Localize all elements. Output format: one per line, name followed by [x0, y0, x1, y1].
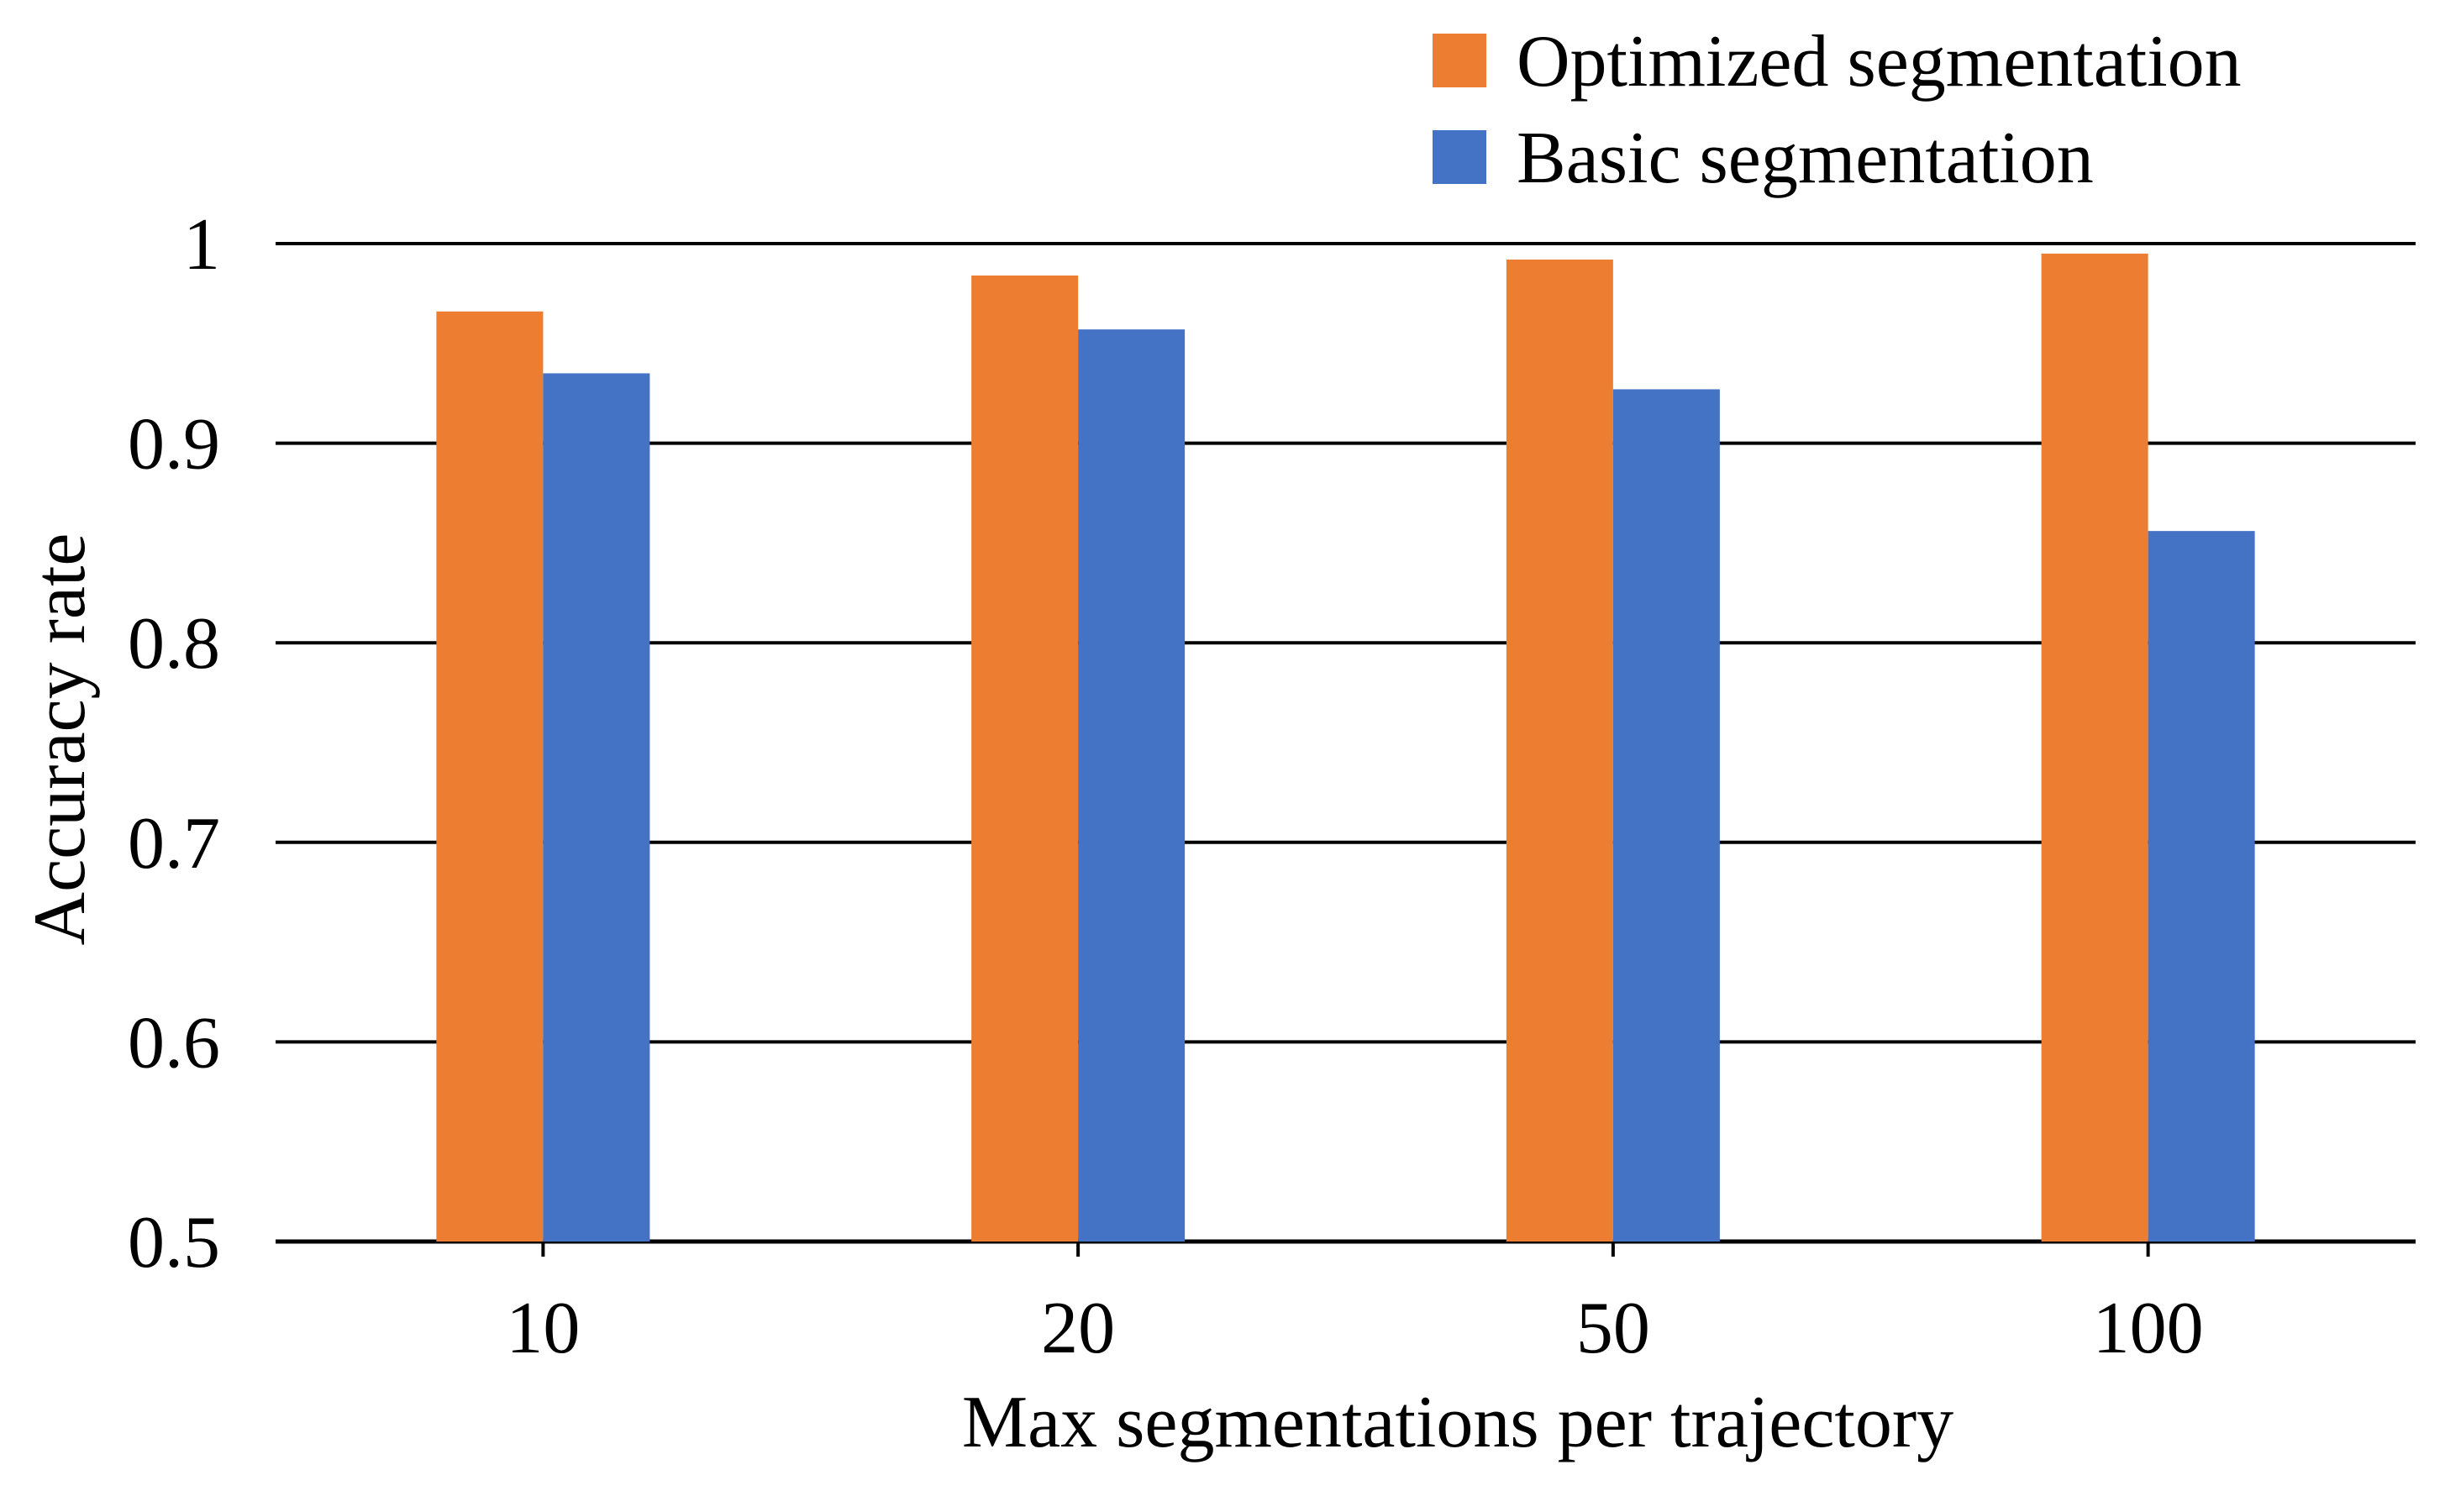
y-axis-title: Accuracy rate	[19, 533, 101, 946]
x-tick-label: 20	[1041, 1288, 1115, 1369]
y-tick-label: 0.7	[128, 803, 220, 885]
y-tick-label: 0.6	[128, 1002, 220, 1084]
bar-optimized-100	[2041, 253, 2148, 1242]
legend-item-optimized: Optimized segmentation	[1433, 21, 2242, 102]
y-axis-ticks: 0.5 0.6 0.7 0.8 0.9 1	[128, 204, 220, 1284]
y-tick-label: 0.8	[128, 603, 220, 685]
legend: Optimized segmentation Basic segmentatio…	[1433, 21, 2242, 199]
bar-basic-10	[543, 373, 650, 1242]
bar-optimized-10	[436, 311, 544, 1242]
legend-item-basic: Basic segmentation	[1433, 118, 2094, 199]
y-tick-label: 0.5	[128, 1202, 220, 1284]
x-axis-title: Max segmentations per trajectory	[962, 1382, 1953, 1463]
x-tick-label: 50	[1576, 1288, 1650, 1369]
bars	[436, 253, 2255, 1242]
x-tick-label: 100	[2093, 1288, 2204, 1369]
bar-basic-100	[2148, 531, 2255, 1242]
bar-optimized-20	[971, 276, 1079, 1242]
legend-swatch-optimized	[1433, 34, 1486, 87]
y-tick-label: 0.9	[128, 404, 220, 486]
x-tick-label: 10	[506, 1288, 580, 1369]
bar-basic-20	[1078, 329, 1186, 1242]
bar-basic-50	[1612, 389, 1720, 1242]
legend-label-optimized: Optimized segmentation	[1517, 21, 2242, 102]
legend-swatch-basic	[1433, 130, 1486, 184]
y-tick-label: 1	[183, 204, 220, 286]
bar-optimized-50	[1506, 260, 1613, 1242]
legend-label-basic: Basic segmentation	[1517, 118, 2094, 199]
x-axis-ticks: 10 20 50 100	[506, 1242, 2204, 1369]
